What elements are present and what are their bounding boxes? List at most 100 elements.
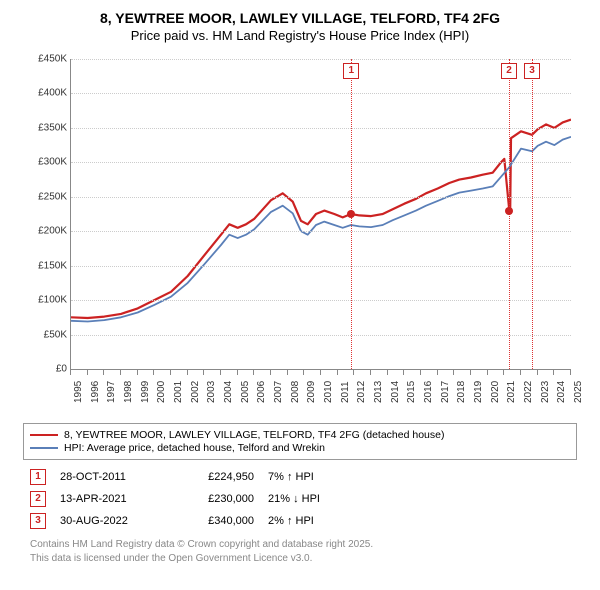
y-axis-label: £100K: [23, 295, 67, 306]
event-price: £224,950: [174, 471, 254, 483]
gridline: [71, 335, 571, 336]
x-axis-label: 2002: [190, 381, 201, 403]
x-tick-mark: [420, 369, 421, 375]
x-axis-label: 2004: [223, 381, 234, 403]
x-axis-label: 2019: [473, 381, 484, 403]
event-dot: [347, 210, 355, 218]
event-num: 3: [30, 513, 46, 529]
series-line: [71, 120, 571, 318]
x-axis-label: 2018: [456, 381, 467, 403]
y-axis-label: £450K: [23, 54, 67, 65]
title-address: 8, YEWTREE MOOR, LAWLEY VILLAGE, TELFORD…: [10, 10, 590, 26]
legend: 8, YEWTREE MOOR, LAWLEY VILLAGE, TELFORD…: [23, 423, 577, 460]
event-pct: 7% ↑ HPI: [268, 471, 368, 483]
x-tick-mark: [320, 369, 321, 375]
x-tick-mark: [437, 369, 438, 375]
x-tick-mark: [203, 369, 204, 375]
y-axis-label: £300K: [23, 157, 67, 168]
swatch-red: [30, 434, 58, 436]
x-axis-label: 2008: [290, 381, 301, 403]
event-date: 28-OCT-2011: [60, 471, 160, 483]
gridline: [71, 197, 571, 198]
x-axis-label: 2020: [490, 381, 501, 403]
legend-item-property: 8, YEWTREE MOOR, LAWLEY VILLAGE, TELFORD…: [30, 429, 570, 441]
x-tick-mark: [520, 369, 521, 375]
event-row: 3 30-AUG-2022 £340,000 2% ↑ HPI: [30, 510, 570, 532]
x-axis-label: 2009: [306, 381, 317, 403]
x-tick-mark: [270, 369, 271, 375]
x-tick-mark: [303, 369, 304, 375]
swatch-blue: [30, 447, 58, 449]
x-tick-mark: [503, 369, 504, 375]
x-tick-mark: [103, 369, 104, 375]
x-tick-mark: [553, 369, 554, 375]
event-row: 1 28-OCT-2011 £224,950 7% ↑ HPI: [30, 466, 570, 488]
event-line: [532, 59, 533, 369]
legend-text-1: 8, YEWTREE MOOR, LAWLEY VILLAGE, TELFORD…: [64, 429, 444, 441]
footnote: Contains HM Land Registry data © Crown c…: [30, 538, 570, 565]
x-tick-mark: [370, 369, 371, 375]
event-row: 2 13-APR-2021 £230,000 21% ↓ HPI: [30, 488, 570, 510]
x-axis-label: 2015: [406, 381, 417, 403]
footnote-line1: Contains HM Land Registry data © Crown c…: [30, 538, 570, 552]
x-axis-label: 2024: [556, 381, 567, 403]
y-axis-label: £400K: [23, 88, 67, 99]
x-axis-label: 2023: [540, 381, 551, 403]
event-pct: 21% ↓ HPI: [268, 493, 368, 505]
x-axis-label: 2006: [256, 381, 267, 403]
event-date: 30-AUG-2022: [60, 515, 160, 527]
x-axis-label: 2022: [523, 381, 534, 403]
y-axis-label: £150K: [23, 260, 67, 271]
series-line: [71, 137, 571, 322]
x-axis-label: 2021: [506, 381, 517, 403]
x-tick-mark: [537, 369, 538, 375]
event-badge: 3: [524, 63, 540, 79]
x-axis-label: 2017: [440, 381, 451, 403]
x-axis-label: 2000: [156, 381, 167, 403]
x-tick-mark: [170, 369, 171, 375]
event-pct: 2% ↑ HPI: [268, 515, 368, 527]
event-dot: [505, 207, 513, 215]
line-series: [71, 59, 571, 369]
y-axis-label: £0: [23, 364, 67, 375]
x-axis-label: 2016: [423, 381, 434, 403]
event-num: 1: [30, 469, 46, 485]
x-tick-mark: [403, 369, 404, 375]
x-axis-label: 2014: [390, 381, 401, 403]
event-num: 2: [30, 491, 46, 507]
x-tick-mark: [487, 369, 488, 375]
x-axis-label: 1998: [123, 381, 134, 403]
event-price: £230,000: [174, 493, 254, 505]
x-tick-mark: [387, 369, 388, 375]
event-price: £340,000: [174, 515, 254, 527]
x-axis-ticks: 1995199619971998199920002001200220032004…: [70, 371, 570, 419]
plot-area: £0£50K£100K£150K£200K£250K£300K£350K£400…: [70, 59, 571, 370]
x-axis-label: 2012: [356, 381, 367, 403]
y-axis-label: £250K: [23, 191, 67, 202]
gridline: [71, 266, 571, 267]
x-tick-mark: [153, 369, 154, 375]
x-tick-mark: [353, 369, 354, 375]
x-axis-label: 2013: [373, 381, 384, 403]
x-axis-label: 1999: [140, 381, 151, 403]
x-tick-mark: [187, 369, 188, 375]
x-tick-mark: [137, 369, 138, 375]
event-date: 13-APR-2021: [60, 493, 160, 505]
x-axis-label: 2001: [173, 381, 184, 403]
x-axis-label: 1996: [90, 381, 101, 403]
y-axis-label: £350K: [23, 122, 67, 133]
title-sub: Price paid vs. HM Land Registry's House …: [10, 28, 590, 43]
x-tick-mark: [120, 369, 121, 375]
x-axis-label: 2011: [340, 381, 351, 403]
x-axis-label: 2003: [206, 381, 217, 403]
events-table: 1 28-OCT-2011 £224,950 7% ↑ HPI 2 13-APR-2021…: [30, 466, 570, 532]
x-tick-mark: [337, 369, 338, 375]
gridline: [71, 300, 571, 301]
x-axis-label: 1997: [106, 381, 117, 403]
x-tick-mark: [237, 369, 238, 375]
event-badge: 1: [343, 63, 359, 79]
x-axis-label: 2025: [573, 381, 584, 403]
x-tick-mark: [253, 369, 254, 375]
x-axis-label: 2010: [323, 381, 334, 403]
footnote-line2: This data is licensed under the Open Gov…: [30, 552, 570, 566]
